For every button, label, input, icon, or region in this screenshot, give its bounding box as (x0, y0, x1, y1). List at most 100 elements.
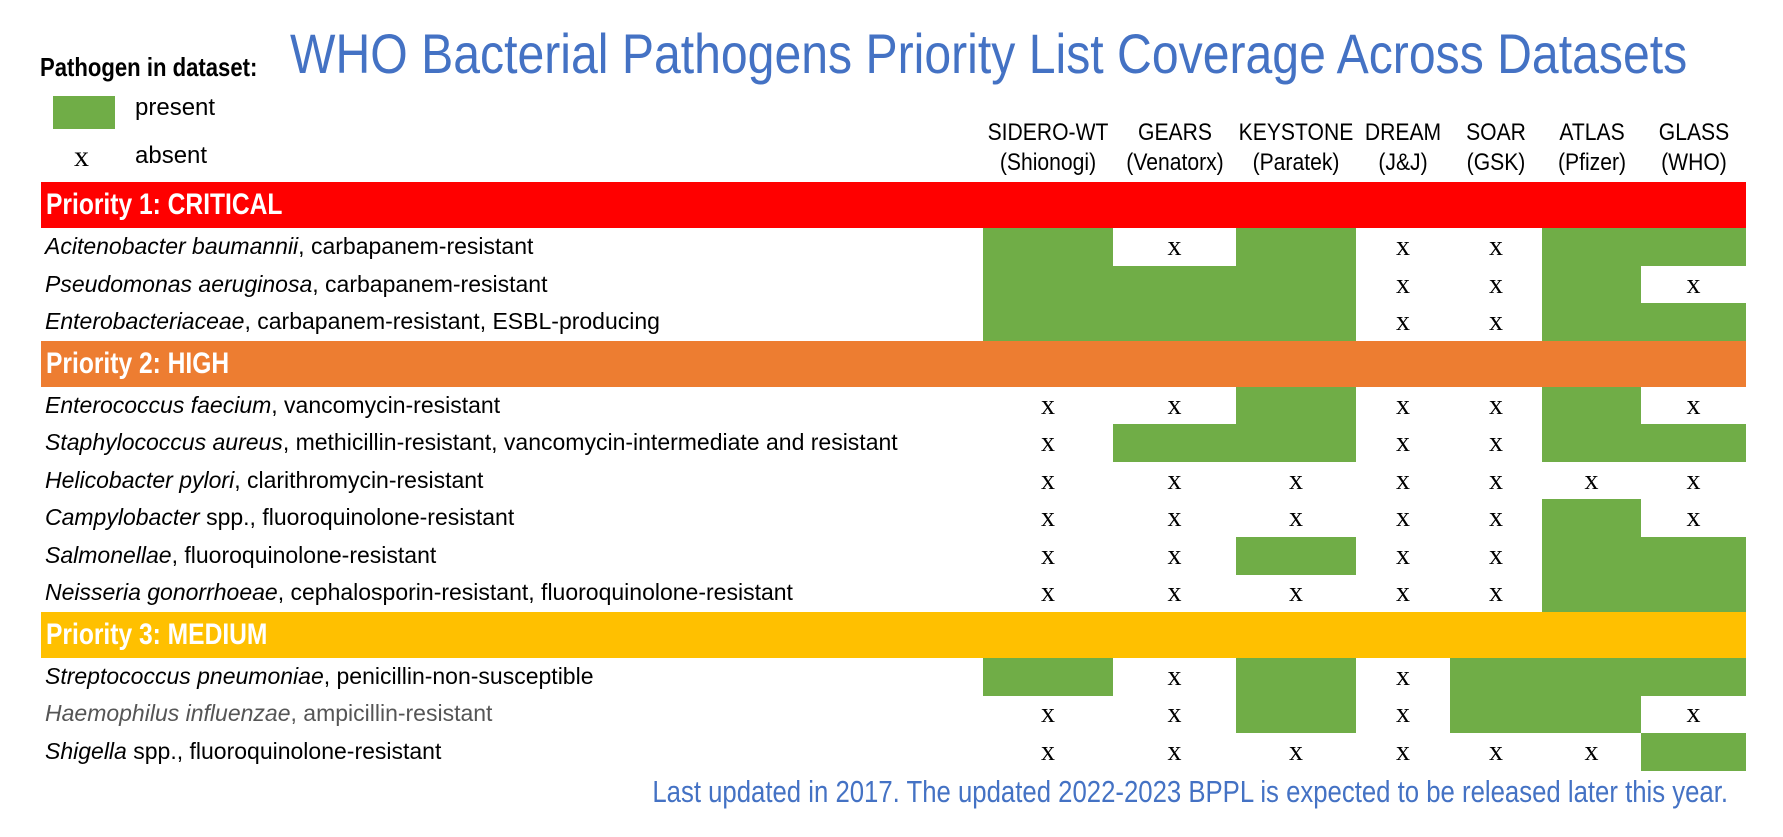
cell-present (1236, 228, 1356, 266)
cell-absent: x (1041, 502, 1055, 533)
cell-absent: x (1041, 577, 1055, 608)
column-name: KEYSTONE (1238, 119, 1354, 146)
cell-present (1542, 499, 1641, 537)
species-name: Streptococcus pneumoniae (45, 662, 324, 689)
legend-absent-symbol: x (74, 140, 89, 173)
cell-absent: x (1041, 539, 1055, 571)
cell-absent: x (1489, 231, 1503, 262)
resistance-detail: , methicillin-resistant, vancomycin-inte… (282, 429, 898, 455)
cell-absent: x (1489, 306, 1503, 337)
legend-title: Pathogen in dataset: (40, 52, 258, 82)
row-label: Haemophilus influenzae, ampicillin-resis… (45, 695, 492, 732)
cell-absent: x (1396, 268, 1410, 300)
cell-present (1236, 424, 1356, 462)
cell-present (1236, 657, 1356, 696)
cell-absent: x (1489, 464, 1503, 496)
resistance-detail: , carbapanem-resistant (312, 270, 548, 297)
cell-absent: x (1489, 577, 1503, 608)
cell-absent: x (1396, 577, 1410, 608)
resistance-detail: , carbapanem-resistant, ESBL-producing (244, 308, 660, 334)
cell-absent: x (1489, 735, 1503, 767)
column-sponsor: (Shionogi) (999, 149, 1097, 176)
cell-present (1542, 303, 1641, 341)
column-sponsor: (J&J) (1378, 149, 1428, 176)
row-label: Shigella spp., fluoroquinolone-resistant (45, 733, 441, 770)
cell-absent: x (1289, 464, 1303, 496)
cell-absent: x (1167, 735, 1182, 767)
cell-absent: x (1686, 268, 1701, 300)
cell-absent: x (1489, 427, 1503, 458)
cell-absent: x (1167, 389, 1182, 421)
cell-present (1542, 536, 1641, 575)
column-name: ATLAS (1558, 119, 1625, 146)
cell-present (1236, 695, 1356, 733)
cell-absent: x (1041, 698, 1055, 729)
row-label: Acitenobacter baumannii, carbapanem-resi… (45, 228, 533, 265)
cell-absent: x (1167, 539, 1182, 571)
resistance-detail: , fluoroquinolone-resistant (171, 541, 437, 568)
row-label: Enterococcus faecium, vancomycin-resista… (45, 387, 500, 424)
cell-absent: x (1489, 502, 1503, 533)
resistance-detail: , ampicillin-resistant (290, 700, 493, 726)
column-header-sidero-wt: SIDERO-WT (Shionogi) (969, 118, 1127, 178)
cell-present (1236, 265, 1356, 304)
cell-present (983, 657, 1113, 696)
cell-present (1641, 574, 1746, 612)
row-label: Pseudomonas aeruginosa, carbapanem-resis… (45, 266, 547, 303)
cell-absent: x (1396, 306, 1410, 337)
resistance-detail: , carbapanem-resistant (298, 233, 534, 259)
column-sponsor: (GSK) (1466, 149, 1526, 176)
cell-present (1542, 695, 1641, 733)
resistance-detail: , penicillin-non-susceptible (323, 662, 594, 689)
species-name: Salmonellae (45, 541, 172, 568)
section-band-high: Priority 2: HIGH (41, 340, 1746, 387)
cell-absent: x (1041, 389, 1055, 421)
column-sponsor: (Venatorx) (1125, 149, 1224, 176)
cell-absent: x (1289, 735, 1303, 767)
cell-absent: x (1489, 389, 1503, 421)
cell-present (1113, 424, 1236, 462)
row-label: Enterobacteriaceae, carbapanem-resistant… (45, 303, 660, 340)
column-header-glass: GLASS (WHO) (1614, 118, 1772, 178)
cell-present (1542, 424, 1641, 462)
resistance-detail: , vancomycin-resistant (271, 391, 501, 418)
row-label: Campylobacter spp., fluoroquinolone-resi… (45, 499, 514, 536)
cell-present (983, 303, 1113, 341)
column-name: GLASS (1658, 119, 1729, 146)
cell-present (1542, 265, 1641, 304)
column-name: GEARS (1137, 119, 1212, 146)
cell-absent: x (1686, 698, 1701, 729)
cell-present (1641, 732, 1746, 771)
cell-absent: x (1289, 502, 1303, 533)
row-label: Salmonellae, fluoroquinolone-resistant (45, 537, 436, 574)
column-header-dream: DREAM (J&J) (1324, 118, 1482, 178)
column-header-keystone: KEYSTONE (Paratek) (1217, 118, 1375, 178)
cell-absent: x (1289, 577, 1303, 608)
cell-absent: x (1167, 464, 1182, 496)
row-label: Streptococcus pneumoniae, penicillin-non… (45, 658, 594, 695)
legend-absent-label: absent (135, 142, 208, 169)
resistance-detail: , clarithromycin-resistant (234, 466, 484, 493)
cell-absent: x (1489, 268, 1503, 300)
section-band-medium: Priority 3: MEDIUM (41, 611, 1746, 658)
cell-present (983, 228, 1113, 266)
cell-absent: x (1167, 660, 1182, 692)
species-name: Enterobacteriaceae (45, 308, 245, 334)
cell-absent: x (1584, 464, 1599, 496)
cell-absent: x (1396, 427, 1410, 458)
cell-present (1450, 657, 1542, 696)
resistance-detail: , cephalosporin-resistant, fluoroquinolo… (277, 579, 793, 605)
cell-absent: x (1167, 502, 1182, 533)
column-name: DREAM (1364, 119, 1442, 146)
row-label: Staphylococcus aureus, methicillin-resis… (45, 424, 898, 461)
footer-note: Last updated in 2017. The updated 2022-2… (652, 774, 1728, 809)
cell-present (983, 265, 1113, 304)
cell-present (1542, 657, 1641, 696)
cell-absent: x (1396, 502, 1410, 533)
cell-absent: x (1396, 539, 1410, 571)
cell-absent: x (1396, 231, 1410, 262)
cell-present (1641, 424, 1746, 462)
cell-absent: x (1396, 389, 1410, 421)
column-sponsor: (Pfizer) (1557, 149, 1626, 176)
column-name: SIDERO-WT (987, 119, 1109, 146)
